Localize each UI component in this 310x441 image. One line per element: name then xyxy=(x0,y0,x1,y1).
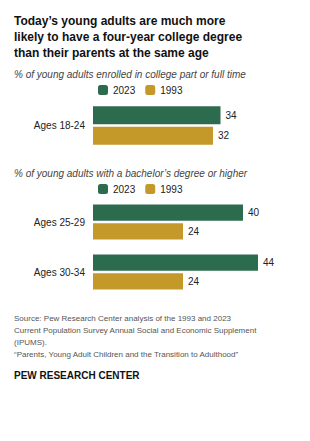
svg-text:2023: 2023 xyxy=(113,85,136,96)
svg-text:1993: 1993 xyxy=(160,85,183,96)
svg-text:(IPUMS).: (IPUMS). xyxy=(14,338,47,347)
svg-text:Ages 18-24: Ages 18-24 xyxy=(34,120,86,131)
svg-text:34: 34 xyxy=(226,110,238,121)
svg-text:% of young adults with a bache: % of young adults with a bachelor’s degr… xyxy=(14,168,248,179)
svg-text:40: 40 xyxy=(248,207,260,218)
svg-text:Source: Pew Research Center an: Source: Pew Research Center analysis of … xyxy=(14,314,232,323)
svg-text:than their parents at the same: than their parents at the same age xyxy=(14,46,209,60)
svg-text:1993: 1993 xyxy=(160,184,183,195)
svg-text:“Parents, Young Adult Children: “Parents, Young Adult Children and the T… xyxy=(14,350,238,359)
svg-text:likely to have a four-year col: likely to have a four-year college degre… xyxy=(14,30,242,44)
svg-text:Current Population Survey Annu: Current Population Survey Annual Social … xyxy=(14,326,257,335)
svg-text:Ages 30-34: Ages 30-34 xyxy=(34,267,86,278)
svg-text:% of young adults enrolled in: % of young adults enrolled in college pa… xyxy=(14,69,246,80)
svg-text:24: 24 xyxy=(188,276,200,287)
svg-text:2023: 2023 xyxy=(113,184,136,195)
svg-text:Today’s young adults are much: Today’s young adults are much more xyxy=(14,14,226,28)
svg-text:32: 32 xyxy=(218,130,230,141)
svg-text:24: 24 xyxy=(188,226,200,237)
svg-text:PEW RESEARCH CENTER: PEW RESEARCH CENTER xyxy=(14,370,140,381)
svg-text:44: 44 xyxy=(263,257,275,268)
svg-text:Ages 25-29: Ages 25-29 xyxy=(34,217,86,228)
